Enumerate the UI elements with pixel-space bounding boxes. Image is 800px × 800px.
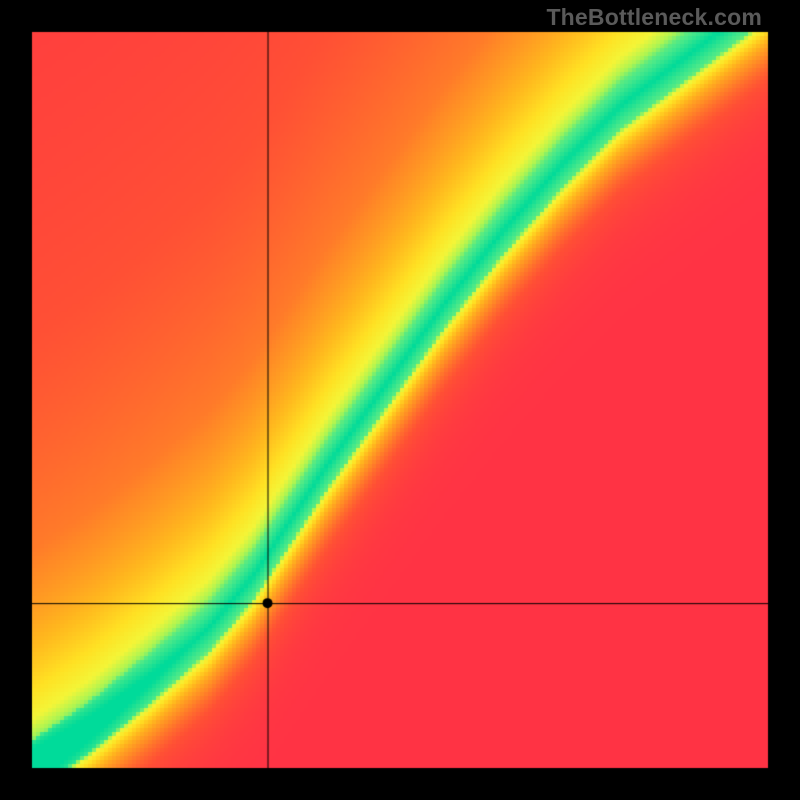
bottleneck-heatmap — [0, 0, 800, 800]
chart-container: { "watermark": "TheBottleneck.com", "can… — [0, 0, 800, 800]
watermark-text: TheBottleneck.com — [546, 4, 762, 31]
